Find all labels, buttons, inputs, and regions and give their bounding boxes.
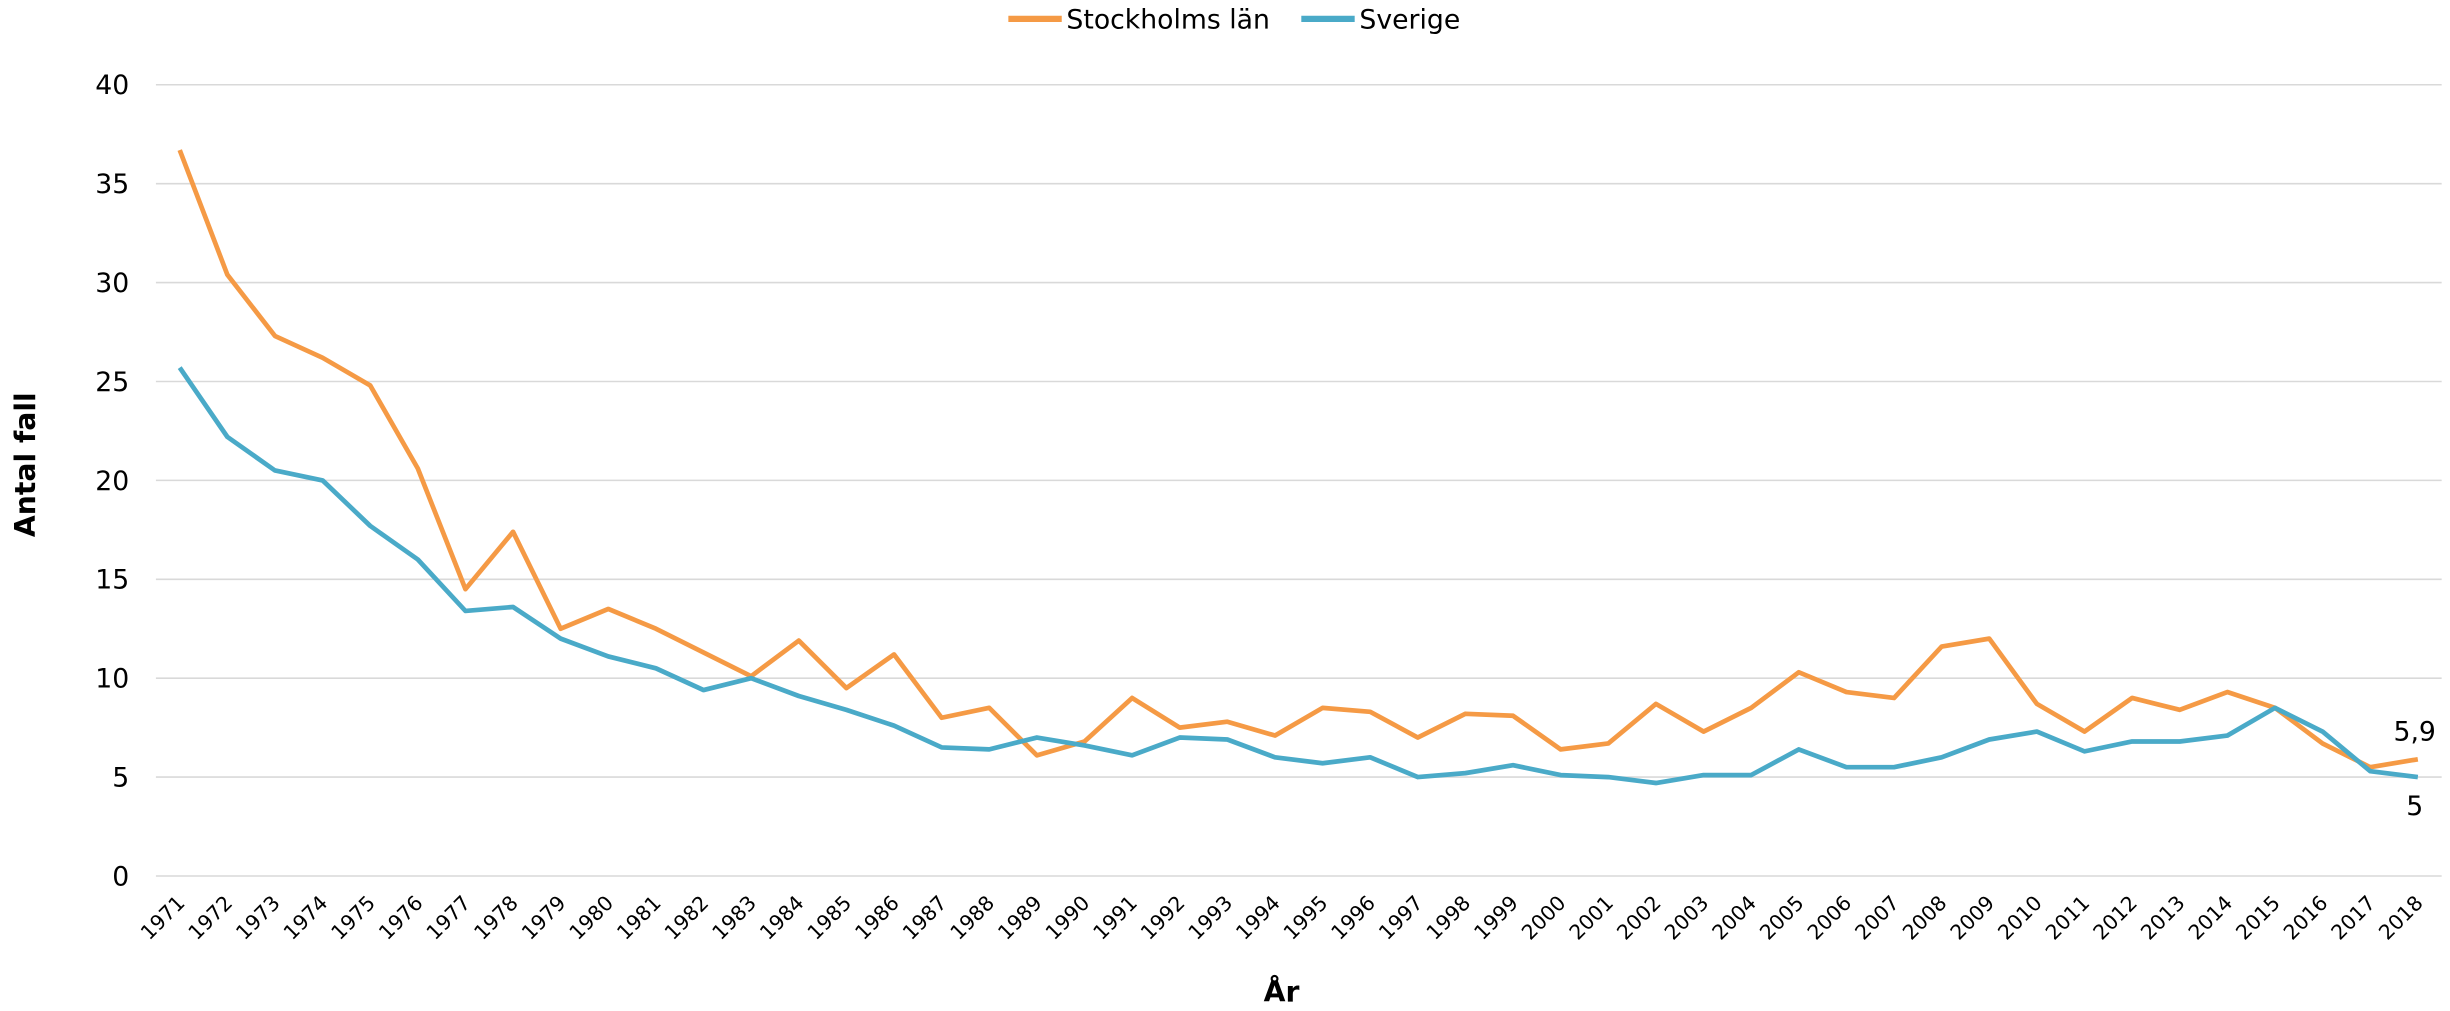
x-tick-label: 1990 <box>1041 891 1095 945</box>
x-tick-label: 1971 <box>136 891 190 945</box>
x-tick-label: 1998 <box>1422 891 1476 945</box>
legend-label: Sverige <box>1359 4 1460 35</box>
x-tick-label: 1992 <box>1136 891 1190 945</box>
x-tick-label: 2014 <box>2184 891 2238 945</box>
x-tick-label: 1993 <box>1183 891 1237 945</box>
x-tick-label: 2011 <box>2041 891 2095 945</box>
x-tick-label: 2017 <box>2326 891 2380 945</box>
x-tick-label: 1984 <box>755 891 809 945</box>
x-tick-label: 2013 <box>2136 891 2190 945</box>
x-tick-label: 1974 <box>279 891 333 945</box>
x-tick-label: 1986 <box>850 891 904 945</box>
x-tick-label: 1994 <box>1231 891 1285 945</box>
x-tick-label: 1991 <box>1088 891 1142 945</box>
x-axis-label: År <box>1264 975 1300 1009</box>
x-tick-label: 2003 <box>1660 891 1714 945</box>
x-tick-label: 2010 <box>1993 891 2047 945</box>
x-tick-label: 2006 <box>1803 891 1857 945</box>
x-tick-label: 2018 <box>2374 891 2428 945</box>
x-tick-label: 1973 <box>231 891 285 945</box>
y-tick-label: 25 <box>95 367 129 398</box>
y-tick-label: 15 <box>95 565 129 596</box>
x-tick-label: 1996 <box>1326 891 1380 945</box>
x-tick-label: 1977 <box>422 891 476 945</box>
x-tick-label: 1985 <box>803 891 857 945</box>
y-tick-label: 30 <box>95 268 129 299</box>
x-tick-label: 1980 <box>564 891 618 945</box>
line <box>177 149 2419 770</box>
x-tick-label: 2012 <box>2088 891 2142 945</box>
x-tick-label: 2015 <box>2231 891 2285 945</box>
y-tick-label: 5 <box>112 763 129 794</box>
legend-label: Stockholms län <box>1066 4 1269 35</box>
x-tick-label: 1997 <box>1374 891 1428 945</box>
y-tick-label: 40 <box>95 70 129 101</box>
x-tick-label: 2009 <box>1945 891 1999 945</box>
data-label: 5 <box>2406 791 2423 822</box>
x-tick-label: 2007 <box>1850 891 1904 945</box>
data-label: 5,9 <box>2393 716 2435 747</box>
x-tick-label: 2000 <box>1517 891 1571 945</box>
x-tick-label: 2004 <box>1707 891 1761 945</box>
y-tick-label: 20 <box>95 466 129 497</box>
y-tick-label: 10 <box>95 664 129 695</box>
x-tick-label: 2005 <box>1755 891 1809 945</box>
x-tick-label: 1987 <box>898 891 952 945</box>
x-tick-label: 2008 <box>1898 891 1952 945</box>
line <box>177 366 2419 786</box>
x-tick-label: 1999 <box>1469 891 1523 945</box>
x-tick-label: 1976 <box>374 891 428 945</box>
y-axis-label: Antal fall <box>9 392 42 537</box>
x-tick-label: 1981 <box>612 891 666 945</box>
x-tick-label: 1988 <box>945 891 999 945</box>
x-tick-label: 1995 <box>1279 891 1333 945</box>
x-tick-label: 1983 <box>707 891 761 945</box>
y-tick-label: 0 <box>112 861 129 892</box>
x-tick-label: 1982 <box>660 891 714 945</box>
x-tick-label: 2001 <box>1564 891 1618 945</box>
x-tick-label: 1989 <box>993 891 1047 945</box>
x-tick-label: 1972 <box>183 891 237 945</box>
x-tick-label: 2016 <box>2279 891 2333 945</box>
y-tick-label: 35 <box>95 169 129 200</box>
x-tick-label: 1975 <box>326 891 380 945</box>
x-tick-label: 2002 <box>1612 891 1666 945</box>
x-tick-label: 1978 <box>469 891 523 945</box>
x-tick-label: 1979 <box>517 891 571 945</box>
